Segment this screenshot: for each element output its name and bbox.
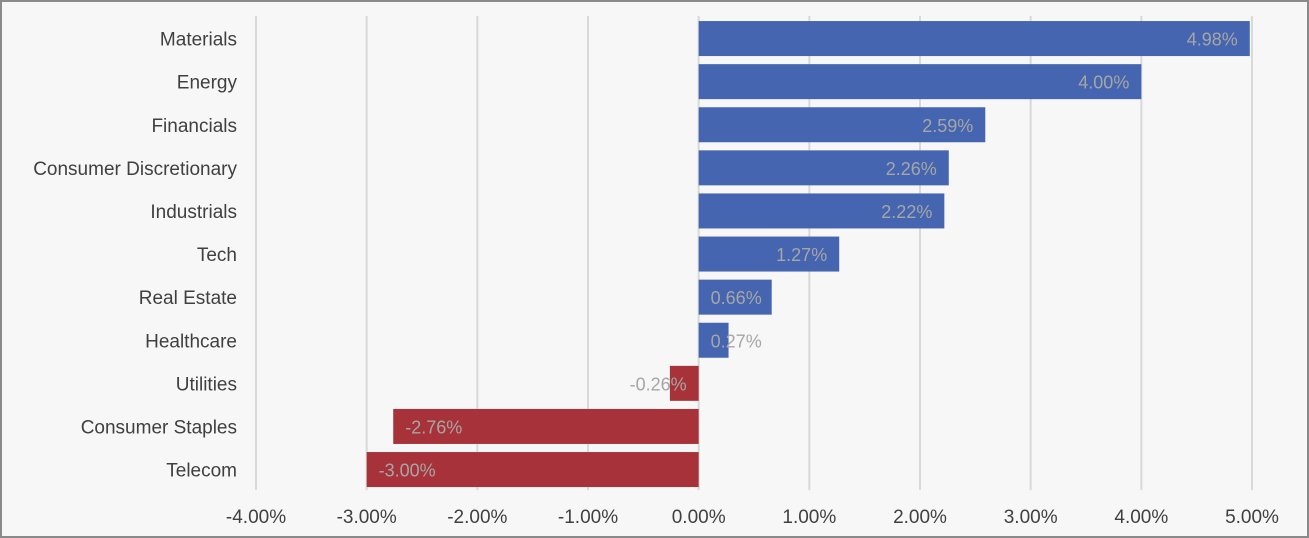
bar-positive — [698, 279, 772, 315]
bar-positive — [698, 64, 1142, 100]
category-label: Consumer Staples — [81, 417, 237, 438]
bar-positive — [698, 193, 945, 229]
x-tick-label: -4.00% — [226, 507, 286, 528]
data-label: 2.59% — [922, 116, 973, 136]
x-tick-label: 1.00% — [782, 507, 836, 528]
category-label: Financials — [151, 116, 237, 137]
x-tick-label: 0.00% — [672, 507, 726, 528]
data-label: -2.76% — [405, 417, 462, 437]
category-label: Energy — [177, 73, 238, 94]
bar-positive — [698, 150, 949, 186]
data-label: 4.98% — [1187, 30, 1238, 50]
data-label: 0.27% — [711, 331, 762, 351]
bar-negative — [366, 452, 699, 488]
x-tick-label: -1.00% — [558, 507, 618, 528]
data-label: -3.00% — [379, 461, 436, 481]
bar-positive — [698, 107, 986, 143]
x-tick-label: -2.00% — [447, 507, 507, 528]
category-label: Real Estate — [139, 288, 237, 309]
data-label: 1.27% — [776, 245, 827, 265]
x-tick-label: 3.00% — [1004, 507, 1058, 528]
bars — [366, 21, 1250, 488]
category-labels: Materials Energy Financials Consumer Discre… — [33, 30, 237, 482]
data-label: -0.26% — [630, 374, 687, 394]
category-label: Utilities — [176, 374, 237, 395]
category-label: Consumer Discretionary — [33, 159, 237, 180]
bar-negative — [393, 408, 699, 444]
x-axis-tick-labels: -4.00% -3.00% -2.00% -1.00% 0.00% 1.00% 2.00% 3… — [226, 507, 1279, 528]
category-label: Telecom — [166, 461, 237, 482]
bar-negative — [669, 365, 699, 401]
bar-positive — [698, 322, 729, 358]
category-label: Healthcare — [145, 331, 237, 352]
data-label: 4.00% — [1078, 73, 1129, 93]
category-label: Materials — [160, 30, 237, 51]
data-labels: 4.98% 4.00% 2.59% 2.26% 2.22% 1.27% 0.66% 0.27%… — [379, 30, 1238, 481]
x-tick-label: 4.00% — [1114, 507, 1168, 528]
data-label: 2.22% — [881, 202, 932, 222]
data-label: 0.66% — [711, 288, 762, 308]
bar-positive — [698, 236, 840, 272]
x-tick-label: 5.00% — [1225, 507, 1279, 528]
bar-positive — [698, 21, 1250, 57]
x-tick-label: -3.00% — [337, 507, 397, 528]
category-label: Tech — [197, 245, 237, 266]
x-tick-label: 2.00% — [893, 507, 947, 528]
data-label: 2.26% — [886, 159, 937, 179]
category-label: Industrials — [150, 202, 237, 223]
